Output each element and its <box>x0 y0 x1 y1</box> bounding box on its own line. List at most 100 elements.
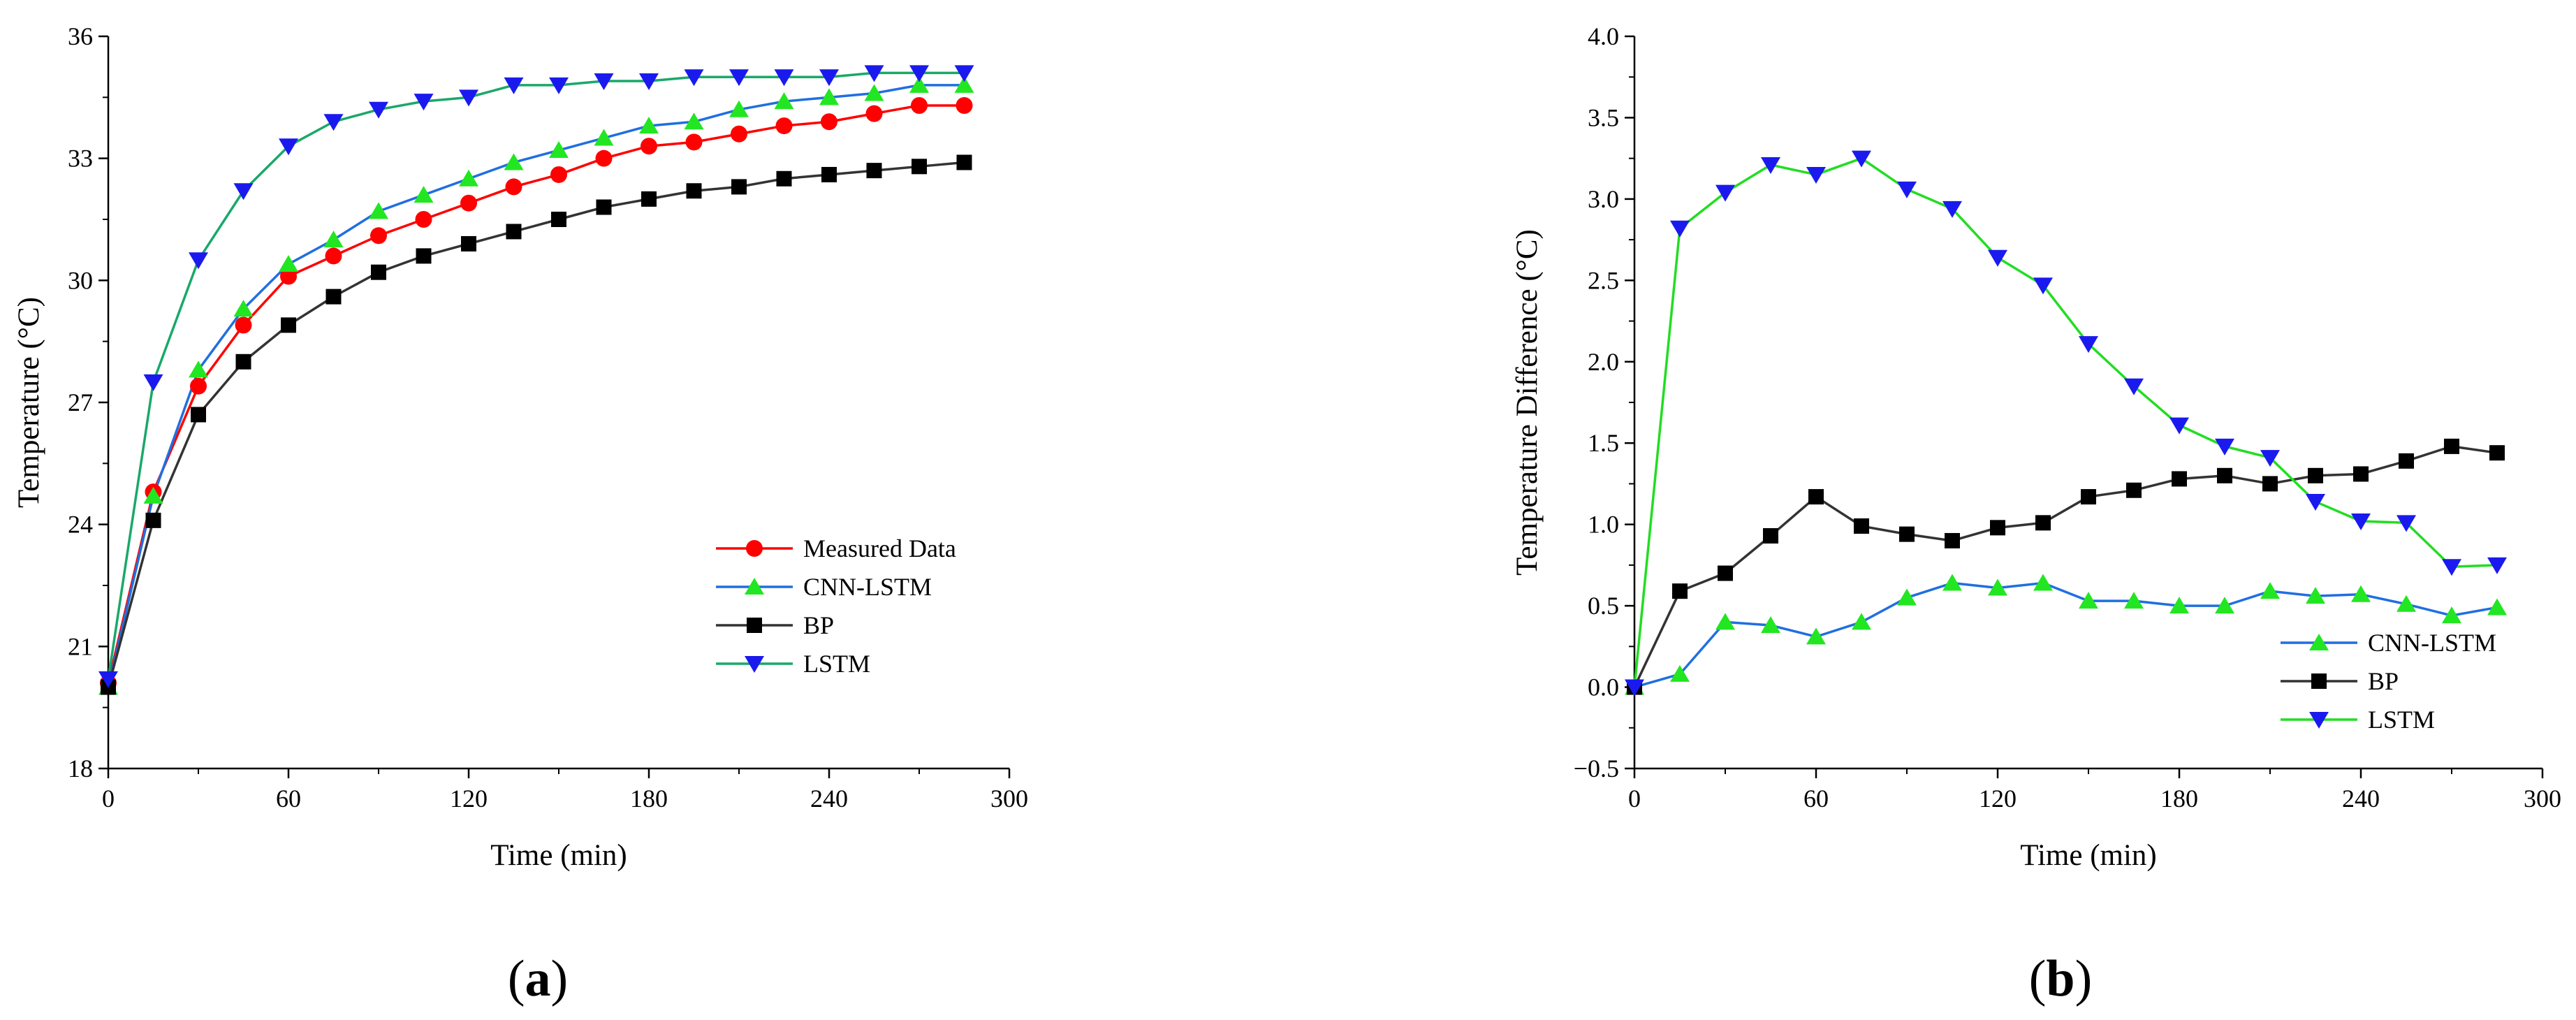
data-point <box>189 360 208 378</box>
data-point <box>414 94 434 111</box>
series-markers-3 <box>98 65 974 688</box>
legend: CNN-LSTM BP LSTM <box>2281 629 2496 734</box>
legend-label: CNN-LSTM <box>803 573 932 601</box>
y-tick-label: 2.5 <box>1588 266 1619 294</box>
data-point <box>1852 613 1871 630</box>
y-tick-label: 0.5 <box>1588 592 1619 620</box>
data-point <box>912 159 927 175</box>
data-point <box>371 264 386 280</box>
data-point <box>866 163 882 179</box>
data-point <box>595 150 613 167</box>
data-point <box>2308 467 2323 483</box>
legend-label: LSTM <box>803 650 870 678</box>
panel-letter: a <box>525 950 551 1007</box>
data-point <box>865 105 883 122</box>
data-point <box>461 235 476 252</box>
data-point <box>2262 476 2278 492</box>
legend-label: Measured Data <box>803 534 956 562</box>
data-point <box>1854 518 1869 534</box>
data-point <box>414 186 434 203</box>
data-point <box>1672 583 1688 599</box>
data-point <box>1670 220 1690 238</box>
series-line-1 <box>107 84 965 687</box>
data-point <box>1715 613 1735 630</box>
data-point <box>729 69 749 87</box>
y-tick-label: 24 <box>68 511 93 539</box>
data-point <box>1806 166 1826 184</box>
legend-label: BP <box>803 611 834 639</box>
legend: Measured Data CNN-LSTM BP LSTM <box>716 534 956 678</box>
y-tick-label: 3.0 <box>1588 185 1619 213</box>
chart-panel-a: 0 60 120 180 240 300 18 21 24 27 30 33 36 Time (min) T… <box>13 22 1028 1007</box>
data-point <box>145 512 161 528</box>
data-point <box>460 194 477 212</box>
legend-label: LSTM <box>2368 706 2435 734</box>
data-point <box>415 211 432 228</box>
data-point <box>1761 616 1780 634</box>
data-point <box>909 75 929 93</box>
data-point <box>909 65 929 82</box>
data-point <box>774 92 794 110</box>
data-point <box>1763 527 1778 544</box>
data-point <box>2351 513 2371 531</box>
data-point <box>1670 664 1690 682</box>
x-tick-label: 0 <box>102 785 115 813</box>
data-point <box>864 84 884 101</box>
y-tick-label: 2.0 <box>1588 348 1619 376</box>
data-point <box>1625 679 1644 697</box>
data-point <box>504 153 524 170</box>
data-point <box>1852 150 1871 168</box>
data-point <box>2353 466 2369 482</box>
data-point <box>775 117 793 135</box>
chart-panel-b: 0 60 120 180 240 300 −0.5 0.0 0.5 1.0 1.5 2.0 2.5 3.0… <box>1511 22 2561 1007</box>
y-tick-label: 3.5 <box>1588 103 1619 131</box>
data-point <box>821 113 837 131</box>
data-point <box>325 289 342 305</box>
x-tick-label: 180 <box>2160 785 2198 813</box>
y-tick-label: 21 <box>68 632 93 660</box>
y-tick-label: 18 <box>68 755 93 782</box>
data-point <box>639 117 659 134</box>
data-point <box>190 377 207 395</box>
data-point <box>1806 627 1826 645</box>
legend-marker <box>746 540 763 557</box>
x-tick-label: 120 <box>1979 785 2017 813</box>
data-point <box>2306 587 2325 604</box>
data-point <box>2396 515 2416 532</box>
panel-letter: b <box>2046 950 2074 1007</box>
panel-label: (a) <box>508 950 568 1007</box>
data-point <box>2260 450 2280 467</box>
data-point <box>596 199 612 215</box>
data-point <box>189 252 208 270</box>
x-tick-label: 240 <box>810 785 848 813</box>
data-point <box>143 486 163 504</box>
y-tick-label: −0.5 <box>1574 755 1619 782</box>
x-tick-label: 300 <box>990 785 1028 813</box>
series-markers-0 <box>1625 574 2507 695</box>
data-point <box>1990 520 2005 536</box>
y-tick-label: 4.0 <box>1588 22 1619 50</box>
data-point <box>956 154 972 170</box>
data-point <box>235 354 251 370</box>
series-markers-2 <box>1625 150 2507 697</box>
data-point <box>1942 574 1962 591</box>
data-point <box>323 231 344 248</box>
series-markers-1 <box>98 75 974 695</box>
y-tick-label: 36 <box>68 22 93 50</box>
data-point <box>729 100 749 117</box>
data-point <box>684 69 704 87</box>
data-point <box>370 227 387 245</box>
data-point <box>2306 494 2325 511</box>
data-point <box>776 170 792 187</box>
y-tick-label: 0.0 <box>1588 673 1619 701</box>
legend-label: CNN-LSTM <box>2368 629 2496 657</box>
legend-marker <box>745 656 764 673</box>
legend-marker <box>2309 634 2329 650</box>
y-tick-label: 1.0 <box>1588 511 1619 539</box>
x-axis-title: Time (min) <box>2020 839 2157 872</box>
legend-marker <box>747 618 762 633</box>
data-point <box>325 247 342 265</box>
data-point <box>864 65 884 82</box>
data-point <box>2033 277 2053 295</box>
series-line-2 <box>1633 156 2498 687</box>
